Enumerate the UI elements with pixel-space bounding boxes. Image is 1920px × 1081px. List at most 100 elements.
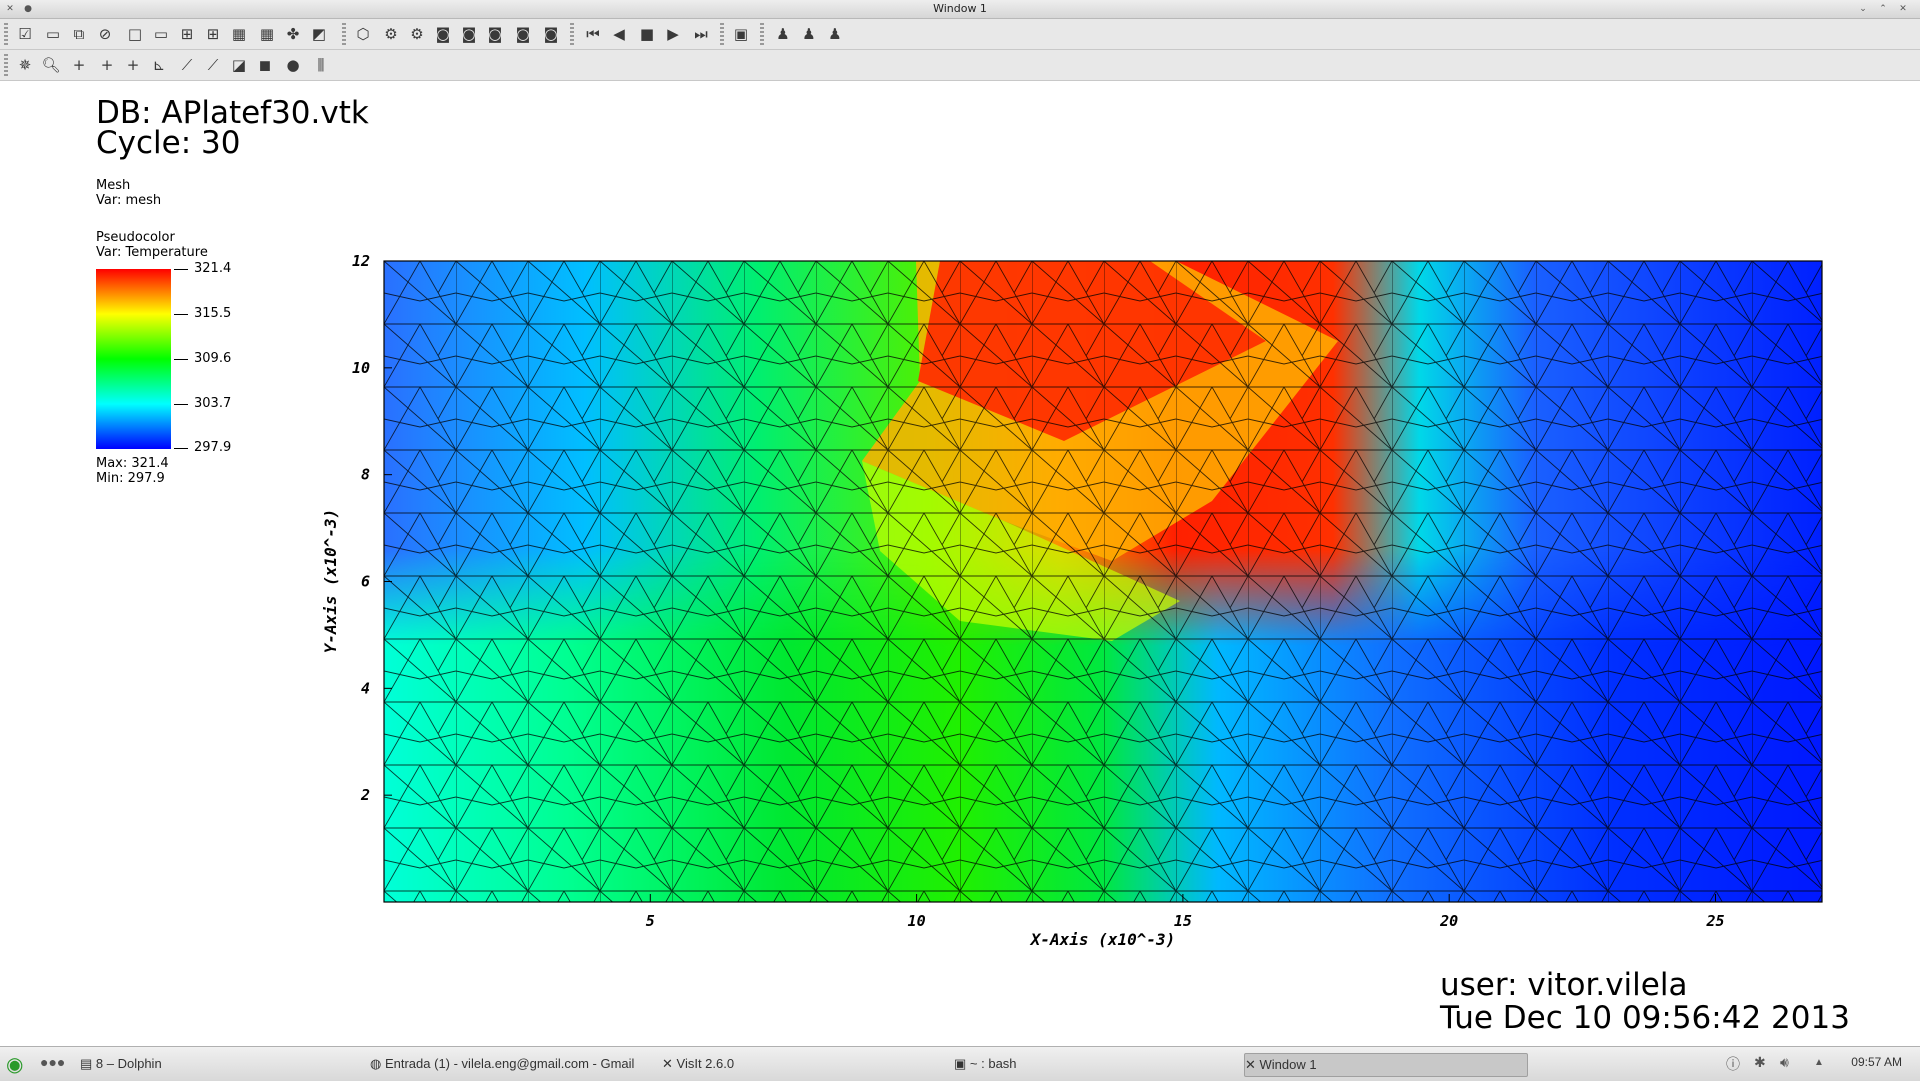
camera-hide-icon[interactable]: ◙ (461, 25, 477, 43)
plane-tool-icon[interactable]: ◪ (231, 56, 247, 74)
volume-icon[interactable]: 🔊︎ (1780, 1054, 1789, 1070)
legend-max: Max: 321.4 (96, 456, 169, 471)
stop-icon[interactable]: ■ (639, 25, 655, 43)
expressions-icon[interactable]: ▣ (733, 25, 749, 43)
window-title: Window 1 (933, 2, 987, 15)
maximize-icon[interactable]: ⌃ (1879, 4, 1887, 14)
colorbar-tick (174, 269, 188, 270)
sphere-tool-icon[interactable]: ● (286, 56, 300, 74)
desktop-pager-icon[interactable]: ●●● (40, 1054, 66, 1070)
zoom-icon[interactable]: 🔍︎ (41, 56, 61, 74)
plot-add-icon[interactable]: ⚙ (384, 25, 398, 43)
layout-1x2-icon[interactable]: ▭ (153, 25, 169, 43)
y-axis-label: Y-Axis (x10^-3) (321, 509, 340, 654)
pin-icon[interactable]: ● (24, 4, 32, 14)
app-menu-icon[interactable]: ✕ (6, 4, 14, 14)
layout-2x2-icon[interactable]: ⊞ (180, 25, 194, 43)
task-item[interactable]: ◍ Entrada (1) - vilela.eng@gmail.com - G… (370, 1056, 635, 1071)
camera-delete-icon[interactable]: ◙ (487, 25, 503, 43)
start-menu-icon[interactable]: ◉ (6, 1054, 24, 1076)
toolbar-grip[interactable] (570, 23, 574, 45)
taskbar: ◉ ●●● ▤ 8 – Dolphin ◍ Entrada (1) - vile… (0, 1046, 1920, 1081)
colorbar-tick (174, 359, 188, 360)
delete-window-icon[interactable]: ⊘ (98, 25, 112, 43)
y-tick-label: 6 (361, 573, 370, 591)
camera-icon[interactable]: ◙ (435, 25, 451, 43)
x-tick-label: 5 (646, 912, 655, 930)
tray-expand-icon[interactable]: ▲ (1814, 1057, 1824, 1068)
visit-icon: ✕ (662, 1056, 677, 1071)
box-tool-icon[interactable]: ◼ (258, 56, 272, 74)
layout-2x3-icon[interactable]: ⊞ (206, 25, 220, 43)
toolbar-window: ☑ ▭ ⧉ ⊘ □ ▭ ⊞ ⊞ ▦ ▦ ✤ ◩ ⬡ ⚙ ⚙ ◙ ◙ ◙ ◙ ◙ … (0, 19, 1920, 50)
colorbar-tick (174, 314, 188, 315)
terminal-icon: ▣ (954, 1056, 970, 1071)
step-forward-icon[interactable]: ⏭ (694, 25, 708, 43)
x-tick-label: 15 (1174, 912, 1192, 930)
navigate-icon[interactable]: ✵ (18, 56, 32, 74)
spreadsheet-pick-icon[interactable]: + (126, 56, 140, 74)
colorbar-tick (174, 448, 188, 449)
user-annotation: user: vitor.vilela (1440, 967, 1688, 1003)
close-icon[interactable]: ✕ (1899, 4, 1907, 14)
query-icon[interactable]: ♟ (802, 25, 816, 43)
step-back-icon[interactable]: ◀ (613, 25, 625, 43)
mesh-legend-title: Mesh (96, 178, 131, 193)
layout-1x1-icon[interactable]: □ (127, 25, 143, 43)
colorbar-tick-label: 315.5 (194, 306, 232, 321)
plot-draw-icon[interactable]: ⚙ (410, 25, 424, 43)
task-item[interactable]: ▤ 8 – Dolphin (80, 1056, 162, 1071)
image-icon[interactable]: ◩ (311, 25, 327, 43)
y-tick-label: 12 (352, 252, 370, 270)
y-tick-label: 4 (361, 679, 370, 697)
window-titlebar: ✕ ● Window 1 ⌄ ⌃ ✕ (0, 0, 1920, 19)
camera-off-icon[interactable]: ◙ (543, 25, 559, 43)
pick-icon[interactable]: ♟ (776, 25, 790, 43)
toolbar-grip[interactable] (4, 23, 8, 45)
lineout-tool-icon[interactable]: ⟋ (207, 56, 219, 74)
colorbar-tick-label: 297.9 (194, 440, 232, 455)
camera-save-icon[interactable]: ◙ (515, 25, 531, 43)
bluetooth-icon[interactable]: ✱ (1754, 1054, 1766, 1070)
minimize-icon[interactable]: ⌄ (1859, 4, 1867, 14)
toolbar-grip[interactable] (720, 23, 724, 45)
axis-tool-icon[interactable]: ⫼ (317, 56, 325, 74)
visualization-area[interactable]: DB: APlatef30.vtk Cycle: 30 Mesh Var: me… (0, 81, 1920, 1046)
y-tick-label: 2 (360, 786, 370, 804)
toolbar-grip[interactable] (760, 23, 764, 45)
lock-view-icon[interactable]: ⬡ (356, 25, 370, 43)
task-item[interactable]: ▣ ~ : bash (954, 1056, 1017, 1071)
colorbar-tick-label: 309.6 (194, 351, 232, 366)
task-item[interactable]: ✕ VisIt 2.6.0 (662, 1056, 735, 1071)
toolbar-grip[interactable] (342, 23, 346, 45)
toolbar-grip[interactable] (4, 54, 8, 76)
pc-legend-title: Pseudocolor (96, 230, 175, 245)
cycle-label: Cycle: 30 (96, 125, 241, 161)
layout-4x4-icon[interactable]: ▦ (259, 25, 275, 43)
clock: 09:57 AM (1851, 1055, 1902, 1069)
toolbar-mode: ✵ 🔍︎ + + + ⊾ ⟋ ⟋ ◪ ◼ ● ⫼ (0, 50, 1920, 81)
first-frame-icon[interactable]: ⏮ (586, 25, 600, 43)
layout-3x3-icon[interactable]: ▦ (231, 25, 247, 43)
zone-pick-icon[interactable]: + (72, 56, 86, 74)
x-tick-label: 25 (1705, 912, 1724, 930)
y-tick-label: 8 (361, 466, 370, 484)
node-pick-icon[interactable]: + (100, 56, 114, 74)
y-tick-label: 10 (352, 359, 370, 377)
line-tool-icon[interactable]: ⟋ (181, 56, 193, 74)
lineout-icon[interactable]: ♟ (828, 25, 842, 43)
db-name: DB: APlatef30.vtk (96, 95, 369, 131)
invert-bg-icon[interactable]: ✤ (286, 25, 300, 43)
active-window-icon[interactable]: ☑ (18, 25, 32, 43)
colorbar-tick-label: 303.7 (194, 396, 232, 411)
new-window-icon[interactable]: ▭ (45, 25, 61, 43)
firefox-icon: ◍ (370, 1056, 385, 1071)
mesh-plot: 5 10 15 20 25 2 4 6 8 10 12 X-Axis (x10^-3) Y-Axi… (321, 252, 1823, 949)
play-icon[interactable]: ▶ (667, 25, 679, 43)
info-icon[interactable]: ⓘ (1726, 1056, 1740, 1072)
task-item-active[interactable]: ✕ Window 1 (1244, 1053, 1528, 1077)
mesh-legend-var: Var: mesh (96, 193, 162, 208)
mesh-lines (384, 261, 1822, 902)
clone-window-icon[interactable]: ⧉ (73, 25, 85, 43)
curve-icon[interactable]: ⊾ (152, 56, 166, 74)
